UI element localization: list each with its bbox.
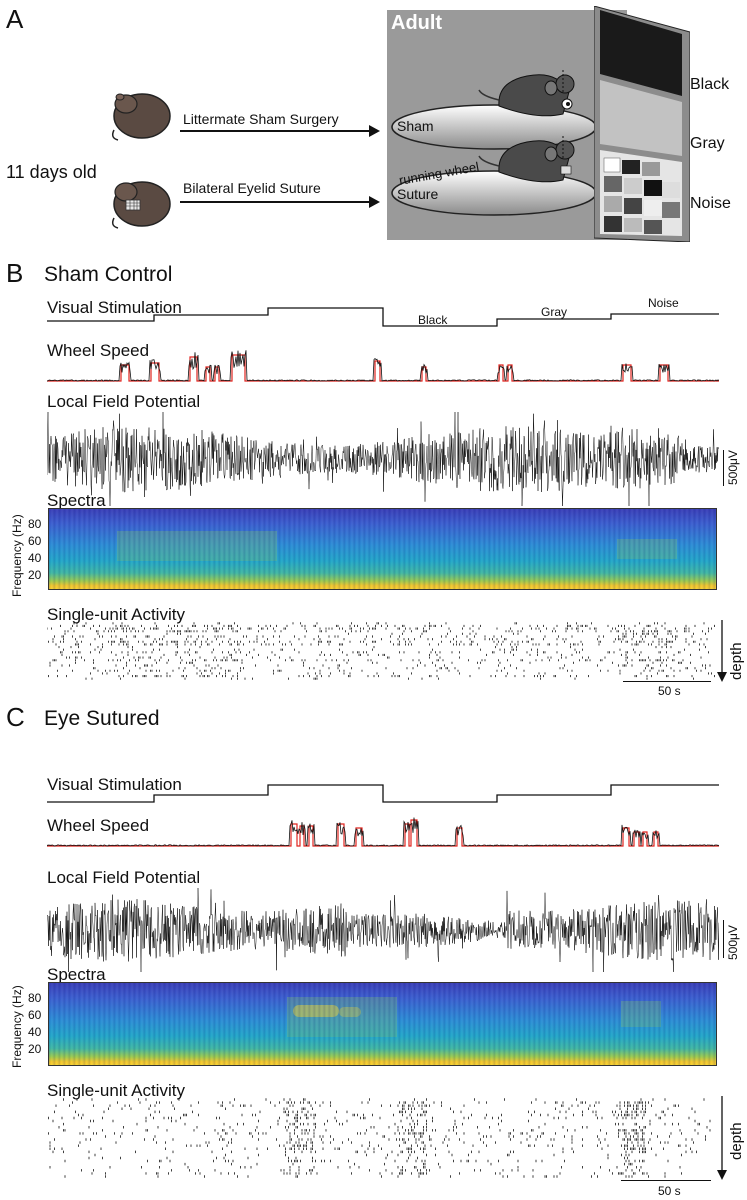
b-spectra-tick-80: 80 — [28, 517, 42, 531]
b-time-scale-label: 50 s — [658, 684, 681, 698]
wheel-binary-path — [47, 819, 719, 847]
platform-sham-label: Sham — [397, 118, 434, 134]
screen-label-noise: Noise — [690, 195, 731, 212]
c-time-scale-label: 50 s — [658, 1184, 681, 1198]
c-spectra-label: Spectra — [47, 965, 106, 984]
panel-b-letter: B — [6, 258, 24, 288]
c-spectra-tick-60: 60 — [28, 1008, 42, 1022]
c-spectra-tick-20: 20 — [28, 1042, 42, 1056]
platform-suture-label: Suture — [397, 186, 439, 202]
wheel-binary-path — [47, 354, 719, 382]
c-wheel-trace — [47, 817, 719, 847]
pup-sham-icon — [111, 93, 171, 141]
b-stim-label-black: Black — [418, 313, 448, 327]
b-spectra-ylabel: Frequency (Hz) — [10, 514, 24, 597]
b-lfp-label: Local Field Potential — [47, 392, 201, 411]
pup-suture-icon — [111, 181, 171, 229]
b-spectra-label: Spectra — [47, 491, 106, 510]
b-spectra-tick-20: 20 — [28, 568, 42, 582]
lfp-path — [47, 888, 719, 972]
wheel-speed-path — [47, 350, 719, 382]
raster-spikes — [47, 622, 715, 680]
c-spectra-tick-80: 80 — [28, 991, 42, 1005]
c-time-scalebar — [621, 1180, 711, 1181]
b-depth-label: depth — [728, 642, 745, 680]
panel-c-letter: C — [6, 702, 25, 732]
raster-spikes — [48, 1098, 711, 1178]
b-raster — [47, 622, 715, 680]
b-visual-label: Visual Stimulation — [47, 298, 182, 317]
arrow-sham-label: Littermate Sham Surgery — [183, 111, 339, 127]
c-visual-label: Visual Stimulation — [47, 775, 182, 794]
screen-label-black: Black — [690, 76, 730, 93]
stimulus-screen — [594, 6, 690, 242]
b-time-scalebar — [623, 681, 711, 682]
c-spectrogram — [48, 982, 717, 1066]
panel-a-letter: A — [6, 4, 24, 34]
arrow-suture — [180, 196, 380, 208]
c-stim-trace — [47, 784, 719, 803]
b-depth-arrow-icon — [717, 620, 727, 682]
b-lfp-scale-label: 500μV — [726, 450, 740, 485]
c-spectra-tick-40: 40 — [28, 1025, 42, 1039]
lfp-path — [47, 412, 719, 506]
c-lfp-label: Local Field Potential — [47, 868, 201, 887]
c-depth-label: depth — [728, 1122, 745, 1160]
b-units-label: Single-unit Activity — [47, 605, 185, 624]
arrow-suture-label: Bilateral Eyelid Suture — [183, 180, 321, 196]
adult-title: Adult — [391, 12, 443, 34]
c-lfp-scale-label: 500μV — [726, 925, 740, 960]
c-spectra-ylabel: Frequency (Hz) — [10, 985, 24, 1068]
platforms — [391, 70, 597, 216]
age-label: 11 days old — [6, 162, 97, 182]
arrow-sham — [180, 125, 380, 137]
b-stim-label-noise: Noise — [648, 296, 679, 310]
c-wheel-label: Wheel Speed — [47, 816, 150, 835]
b-lfp-trace — [47, 412, 719, 506]
c-lfp-scalebar — [723, 920, 724, 958]
panel-b-title: Sham Control — [44, 263, 173, 286]
b-stim-trace — [47, 307, 719, 327]
panel-c-title: Eye Sutured — [44, 707, 160, 730]
c-raster — [48, 1098, 711, 1178]
b-wheel-label: Wheel Speed — [47, 341, 150, 360]
b-spectrogram — [48, 508, 717, 590]
b-spectra-tick-40: 40 — [28, 551, 42, 565]
wheel-speed-path — [47, 817, 719, 847]
c-depth-arrow-icon — [717, 1096, 727, 1180]
c-lfp-trace — [47, 888, 719, 972]
b-stim-label-gray: Gray — [541, 305, 568, 319]
b-spectra-tick-60: 60 — [28, 534, 42, 548]
b-wheel-trace — [47, 350, 719, 382]
c-units-label: Single-unit Activity — [47, 1081, 185, 1100]
screen-label-gray: Gray — [690, 135, 725, 152]
b-lfp-scalebar — [723, 450, 724, 486]
